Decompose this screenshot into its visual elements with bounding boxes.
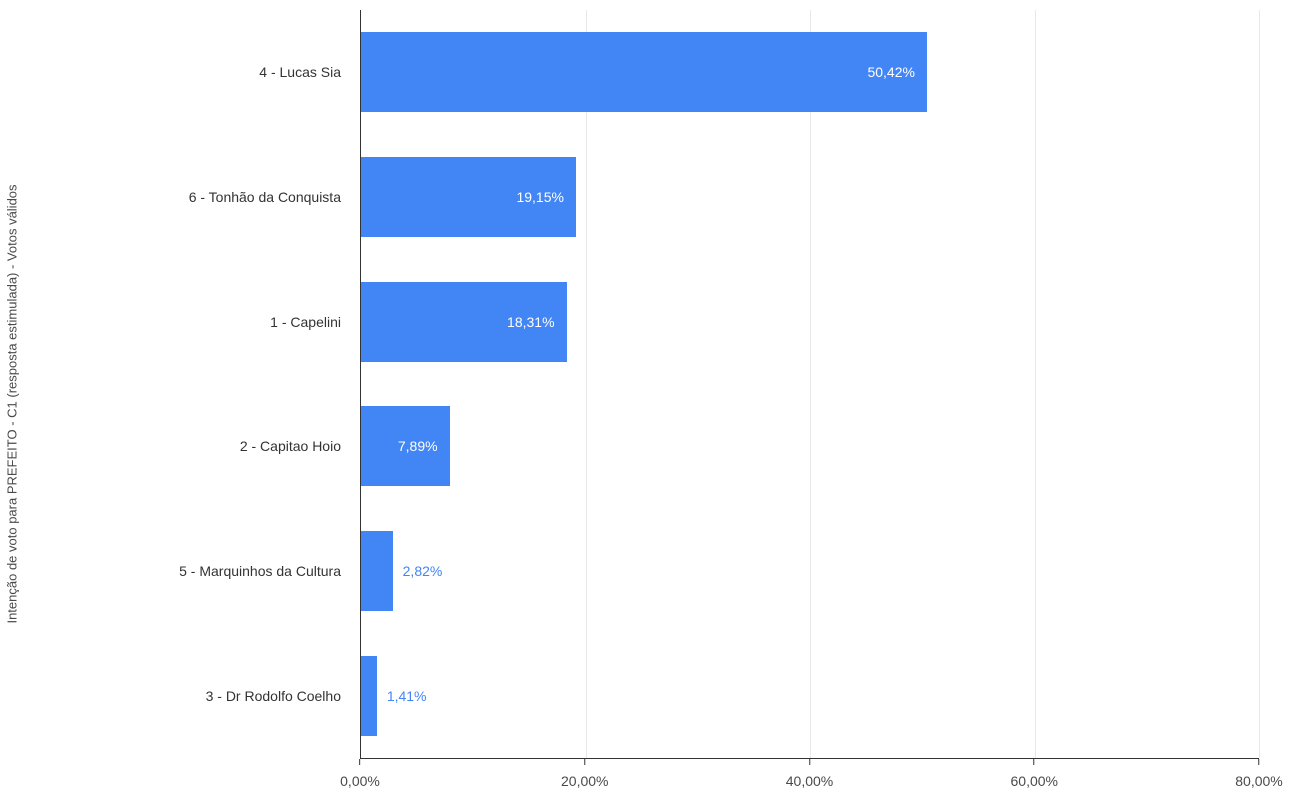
bar-slot: 2 - Capitao Hoio7,89% (361, 384, 1259, 509)
category-label: 5 - Marquinhos da Cultura (179, 563, 341, 579)
x-tick-label: 20,00% (561, 773, 608, 789)
bar: 2,82% (361, 531, 393, 611)
x-tick-label: 80,00% (1235, 773, 1282, 789)
bar-slot: 1 - Capelini18,31% (361, 259, 1259, 384)
bar-slot: 5 - Marquinhos da Cultura2,82% (361, 509, 1259, 634)
category-label: 4 - Lucas Sia (259, 64, 341, 80)
bar-value-label: 18,31% (507, 314, 554, 330)
gridline (1259, 10, 1260, 758)
category-label: 6 - Tonhão da Conquista (189, 189, 341, 205)
bar-value-label: 19,15% (516, 189, 563, 205)
x-tick-mark (1034, 759, 1035, 765)
x-tick-mark (359, 759, 360, 765)
bar-value-label: 50,42% (867, 64, 914, 80)
category-label: 1 - Capelini (270, 314, 341, 330)
x-axis: 0,00%20,00%40,00%60,00%80,00% (360, 758, 1259, 808)
x-tick: 20,00% (561, 759, 608, 789)
x-tick-mark (584, 759, 585, 765)
bar: 19,15% (361, 157, 576, 237)
bar-slot: 4 - Lucas Sia50,42% (361, 10, 1259, 135)
bar: 7,89% (361, 406, 450, 486)
x-tick-mark (1258, 759, 1259, 765)
x-tick-label: 40,00% (786, 773, 833, 789)
plot-area: 4 - Lucas Sia50,42%6 - Tonhão da Conquis… (360, 10, 1259, 758)
bar: 1,41% (361, 656, 377, 736)
bar: 50,42% (361, 32, 927, 112)
x-tick: 0,00% (340, 759, 380, 789)
x-tick: 60,00% (1011, 759, 1058, 789)
bars-container: 4 - Lucas Sia50,42%6 - Tonhão da Conquis… (361, 10, 1259, 758)
x-tick-mark (809, 759, 810, 765)
y-axis-title: Intenção de voto para PREFEITO - C1 (res… (5, 184, 20, 623)
bar-value-label: 2,82% (403, 563, 443, 579)
x-tick: 80,00% (1235, 759, 1282, 789)
x-tick-label: 60,00% (1011, 773, 1058, 789)
x-tick-label: 0,00% (340, 773, 380, 789)
bar-value-label: 7,89% (398, 438, 438, 454)
x-tick: 40,00% (786, 759, 833, 789)
bar: 18,31% (361, 282, 567, 362)
bar-slot: 6 - Tonhão da Conquista19,15% (361, 135, 1259, 260)
bar-value-label: 1,41% (387, 688, 427, 704)
category-label: 2 - Capitao Hoio (240, 438, 341, 454)
bar-slot: 3 - Dr Rodolfo Coelho1,41% (361, 633, 1259, 758)
category-label: 3 - Dr Rodolfo Coelho (206, 688, 341, 704)
chart: Intenção de voto para PREFEITO - C1 (res… (0, 0, 1299, 808)
